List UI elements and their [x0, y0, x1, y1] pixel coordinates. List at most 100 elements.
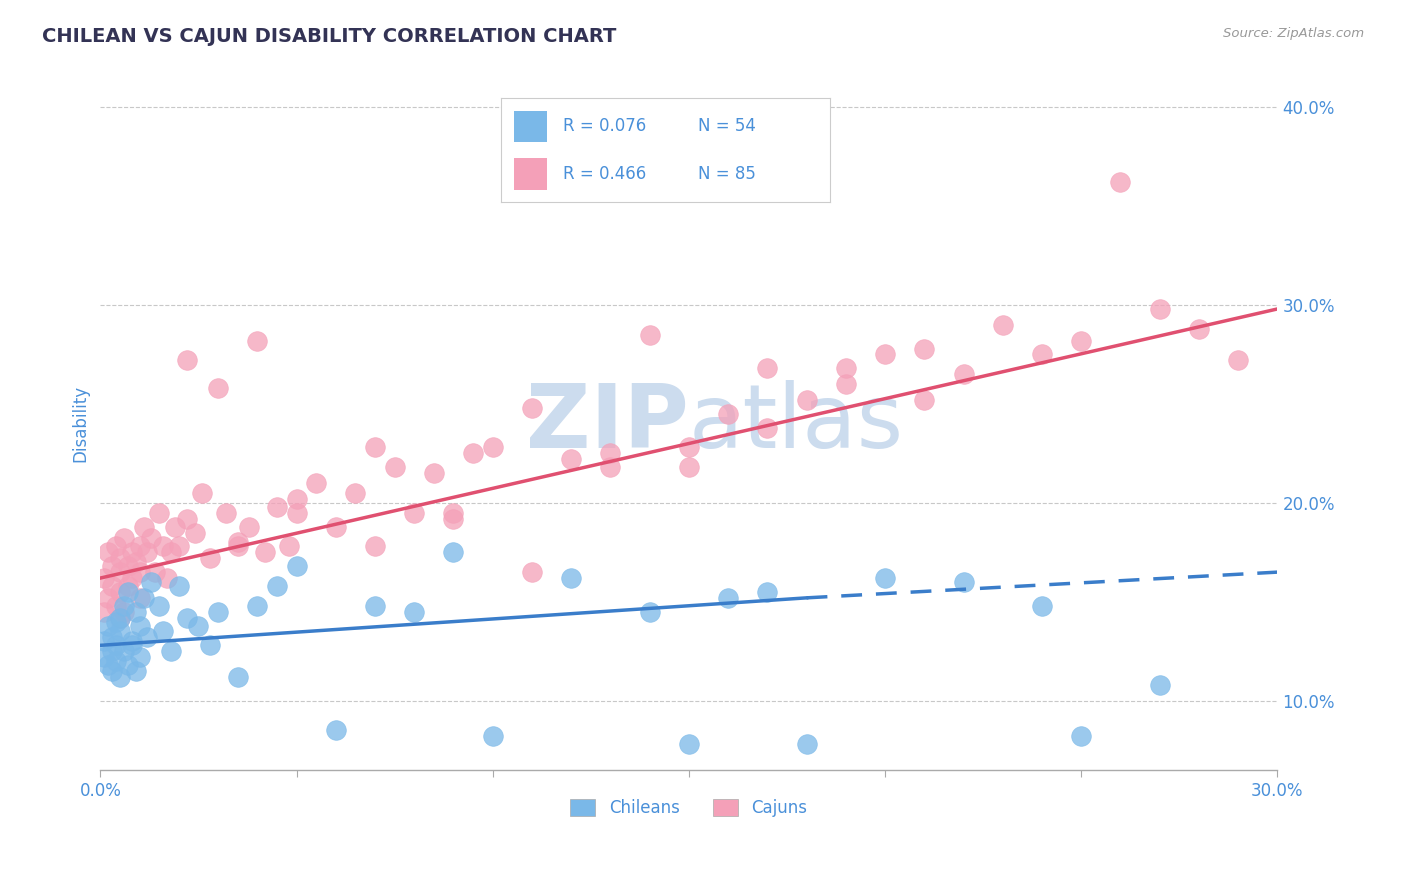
- Point: [105, 654, 128, 668]
- Point: [112, 644, 135, 658]
- Point: [93, 605, 115, 619]
- Point: [991, 318, 1014, 332]
- Point: [136, 631, 159, 645]
- Point: [835, 377, 858, 392]
- Point: [226, 670, 249, 684]
- Point: [152, 540, 174, 554]
- Point: [305, 476, 328, 491]
- Point: [108, 565, 131, 579]
- Point: [796, 737, 818, 751]
- Point: [105, 615, 128, 629]
- Point: [117, 559, 139, 574]
- Point: [124, 555, 146, 569]
- Point: [560, 452, 582, 467]
- Point: [97, 591, 120, 605]
- Point: [128, 650, 150, 665]
- Point: [325, 519, 347, 533]
- Point: [132, 519, 155, 533]
- Point: [678, 441, 700, 455]
- Point: [108, 624, 131, 639]
- Point: [912, 392, 935, 407]
- Point: [167, 579, 190, 593]
- Point: [108, 551, 131, 566]
- Point: [560, 571, 582, 585]
- Point: [481, 730, 503, 744]
- Point: [717, 407, 740, 421]
- Point: [443, 506, 465, 520]
- Point: [128, 565, 150, 579]
- Point: [132, 591, 155, 605]
- Point: [200, 638, 222, 652]
- Point: [141, 532, 163, 546]
- Point: [93, 634, 115, 648]
- Point: [443, 545, 465, 559]
- Text: ZIP: ZIP: [526, 380, 689, 467]
- Point: [105, 638, 128, 652]
- Point: [112, 599, 135, 613]
- Point: [128, 591, 150, 605]
- Legend: Chileans, Cajuns: Chileans, Cajuns: [564, 792, 814, 824]
- Point: [108, 585, 131, 599]
- Point: [141, 574, 163, 589]
- Point: [117, 585, 139, 599]
- Point: [1188, 322, 1211, 336]
- Point: [1070, 334, 1092, 348]
- Point: [152, 624, 174, 639]
- Point: [638, 327, 661, 342]
- Point: [364, 540, 387, 554]
- Point: [101, 664, 124, 678]
- Text: atlas: atlas: [689, 380, 904, 467]
- Point: [912, 342, 935, 356]
- Point: [191, 486, 214, 500]
- Point: [121, 638, 143, 652]
- Point: [143, 565, 166, 579]
- Point: [105, 540, 128, 554]
- Point: [101, 559, 124, 574]
- Point: [93, 571, 115, 585]
- Point: [187, 618, 209, 632]
- Point: [207, 381, 229, 395]
- Point: [443, 512, 465, 526]
- Point: [176, 610, 198, 624]
- Point: [1031, 599, 1053, 613]
- Point: [481, 441, 503, 455]
- Point: [266, 500, 288, 514]
- Point: [105, 599, 128, 613]
- Point: [638, 605, 661, 619]
- Point: [952, 574, 974, 589]
- Point: [266, 579, 288, 593]
- Point: [207, 605, 229, 619]
- Point: [176, 512, 198, 526]
- Point: [1149, 678, 1171, 692]
- Text: Source: ZipAtlas.com: Source: ZipAtlas.com: [1223, 27, 1364, 40]
- Point: [238, 519, 260, 533]
- Y-axis label: Disability: Disability: [72, 385, 89, 462]
- Point: [124, 664, 146, 678]
- Point: [117, 658, 139, 673]
- Point: [148, 599, 170, 613]
- Point: [1070, 730, 1092, 744]
- Point: [461, 446, 484, 460]
- Point: [678, 460, 700, 475]
- Point: [97, 658, 120, 673]
- Point: [108, 610, 131, 624]
- Point: [384, 460, 406, 475]
- Point: [93, 650, 115, 665]
- Point: [678, 737, 700, 751]
- Point: [404, 605, 426, 619]
- Point: [717, 591, 740, 605]
- Point: [136, 545, 159, 559]
- Point: [423, 466, 446, 480]
- Point: [599, 446, 621, 460]
- Point: [183, 525, 205, 540]
- Point: [167, 540, 190, 554]
- Point: [200, 551, 222, 566]
- Point: [756, 361, 779, 376]
- Point: [121, 545, 143, 559]
- Point: [121, 571, 143, 585]
- Point: [117, 579, 139, 593]
- Point: [101, 631, 124, 645]
- Point: [97, 618, 120, 632]
- Point: [112, 532, 135, 546]
- Point: [128, 540, 150, 554]
